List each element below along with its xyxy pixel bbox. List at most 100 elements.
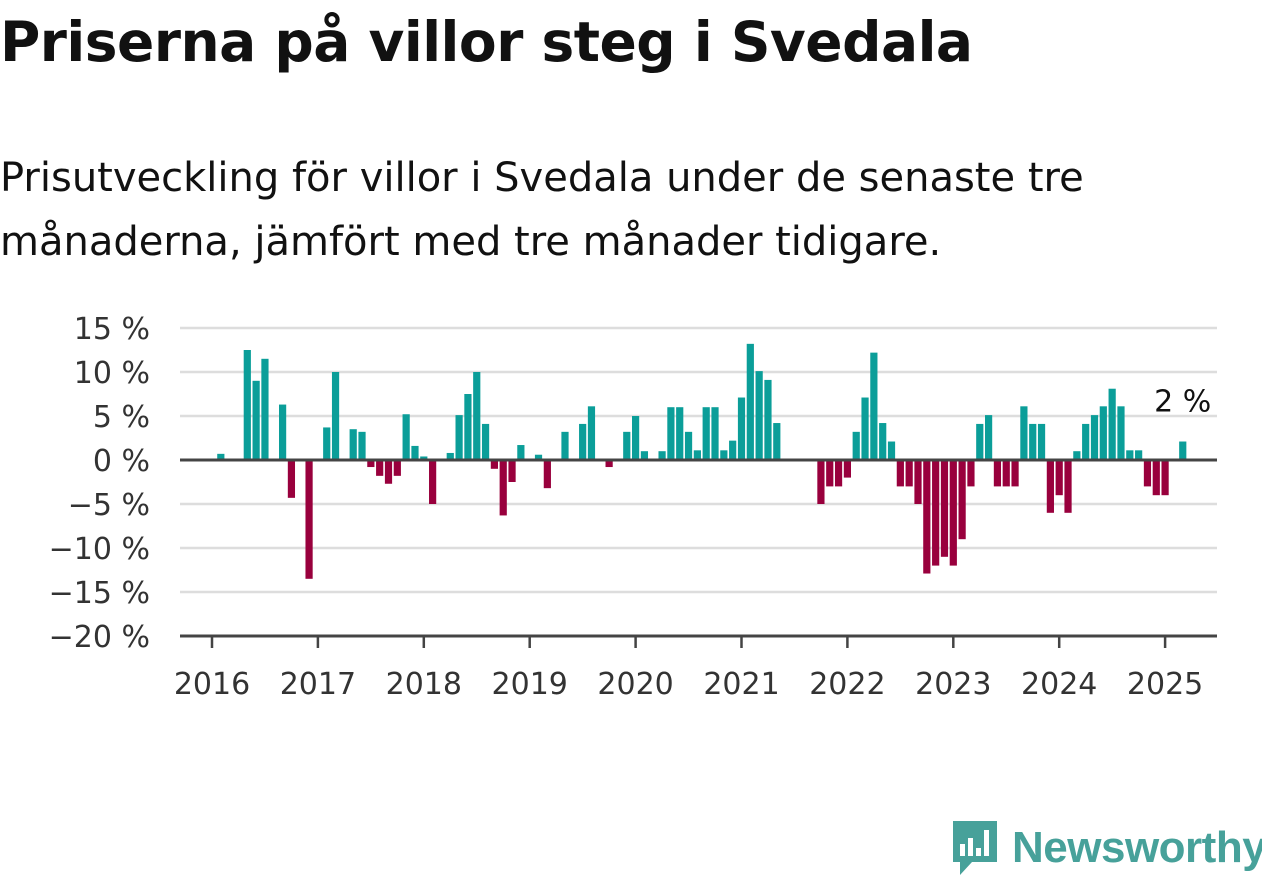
bar <box>773 423 781 460</box>
x-tick-label: 2016 <box>174 667 250 702</box>
bar <box>693 450 701 460</box>
bar <box>826 460 834 487</box>
bar <box>376 460 384 476</box>
x-tick-label: 2025 <box>1127 667 1203 702</box>
bar <box>1179 441 1187 460</box>
bar <box>923 460 931 574</box>
x-tick-label: 2022 <box>809 667 885 702</box>
bar <box>217 453 225 460</box>
bar <box>243 350 251 460</box>
bar <box>1029 423 1037 460</box>
x-tick-label: 2018 <box>386 667 462 702</box>
bar <box>834 460 843 487</box>
bar <box>702 407 710 460</box>
bar <box>887 441 896 460</box>
bar <box>632 416 640 460</box>
bar <box>429 460 437 504</box>
bar <box>905 460 913 487</box>
bar <box>764 379 772 460</box>
bar <box>658 451 666 460</box>
bar <box>976 423 984 460</box>
bar <box>896 460 904 487</box>
bar <box>676 407 684 460</box>
bar <box>1082 423 1090 460</box>
chart-subtitle: Prisutveckling för villor i Svedala unde… <box>0 155 1084 265</box>
bar <box>473 372 481 460</box>
bar <box>261 358 269 460</box>
bar <box>1090 415 1099 460</box>
bar <box>1161 460 1169 496</box>
bar <box>843 460 851 478</box>
y-tick-label: 5 % <box>93 400 150 435</box>
bar <box>737 397 746 460</box>
bar <box>323 427 331 460</box>
y-tick-label: −15 % <box>49 576 150 611</box>
bar <box>1143 460 1152 487</box>
y-tick-label: 0 % <box>93 444 150 479</box>
bar <box>746 343 754 460</box>
bar <box>1073 451 1081 460</box>
bars <box>217 343 1187 579</box>
bar <box>1135 450 1143 460</box>
bar <box>534 454 543 460</box>
bar-chart-speech-bubble-icon <box>953 821 997 875</box>
bar <box>932 460 940 566</box>
bar <box>1117 406 1125 460</box>
bar <box>914 460 922 504</box>
bar <box>684 431 693 460</box>
bar <box>305 460 313 579</box>
last-value-annotation: 2 % <box>1154 385 1211 420</box>
x-tick-label: 2023 <box>915 667 991 702</box>
y-tick-label: 10 % <box>74 356 150 391</box>
x-tick-label: 2024 <box>1021 667 1097 702</box>
bar <box>1126 450 1134 460</box>
x-tick-label: 2021 <box>703 667 779 702</box>
y-axis-labels: 15 % 10 % 5 % 0 % −5 % −10 % −15 % −20 % <box>49 312 150 655</box>
bar <box>605 460 613 468</box>
bar <box>402 414 410 460</box>
bar <box>331 372 340 460</box>
bar <box>455 415 463 460</box>
bar <box>852 431 860 460</box>
bar <box>358 431 366 460</box>
chart-title: Priserna på villor steg i Svedala <box>0 10 973 74</box>
bar <box>861 397 869 460</box>
bar <box>720 450 728 460</box>
bar <box>1020 406 1028 460</box>
bar <box>579 423 587 460</box>
bar <box>755 371 763 460</box>
bar <box>949 460 957 566</box>
bar <box>967 460 975 487</box>
logo-text: Newsworthy <box>1012 823 1262 872</box>
bar <box>464 394 472 460</box>
x-tick-label: 2019 <box>492 667 568 702</box>
bar <box>499 460 507 516</box>
bar <box>1002 460 1010 487</box>
bar <box>711 407 719 460</box>
bar <box>623 431 631 460</box>
bar <box>490 460 498 469</box>
bar <box>543 460 551 489</box>
newsworthy-logo: Newsworthy <box>950 818 1262 878</box>
bar <box>1064 460 1072 513</box>
bar <box>481 423 490 460</box>
bar <box>508 460 516 482</box>
bar <box>384 460 393 484</box>
bar <box>1037 423 1046 460</box>
x-axis-labels: 2016 2017 2018 2019 2020 2021 2022 2023 2024 2025 <box>174 636 1203 702</box>
y-tick-label: −5 % <box>68 488 150 523</box>
bar <box>411 445 419 460</box>
bar <box>993 460 1002 487</box>
x-tick-label: 2020 <box>597 667 673 702</box>
bar <box>879 423 887 460</box>
bar <box>817 460 825 504</box>
bar <box>1152 460 1160 496</box>
bar <box>349 429 357 460</box>
bar <box>940 460 949 557</box>
bar <box>870 352 878 460</box>
bar <box>985 415 993 460</box>
y-tick-label: −20 % <box>49 620 150 655</box>
bar <box>1099 406 1107 460</box>
bar <box>640 451 649 460</box>
bar <box>287 460 296 498</box>
